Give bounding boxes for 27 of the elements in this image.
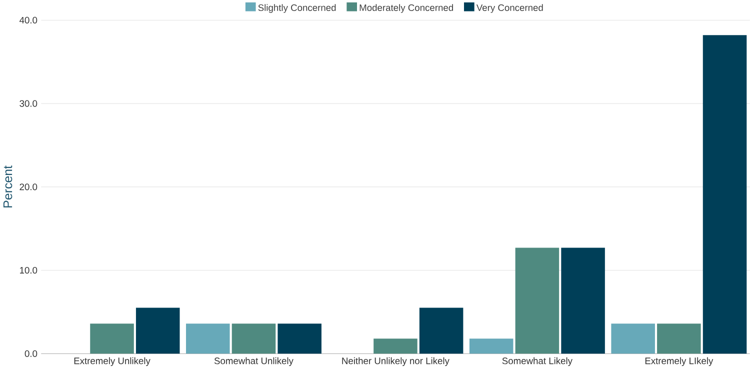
- bar: [469, 338, 514, 354]
- bar: [515, 248, 560, 354]
- y-tick-label: 20.0: [20, 183, 38, 190]
- bar: [561, 248, 605, 354]
- x-tick-label: Extremely LIkely: [645, 357, 714, 366]
- x-tick-label: Somewhat Likely: [502, 357, 572, 366]
- bar: [419, 308, 464, 354]
- legend-label: Slightly Concerned: [258, 4, 336, 13]
- x-tick-label: Somewhat Unlikely: [214, 357, 294, 366]
- y-tick-label: 40.0: [20, 16, 38, 24]
- bar: [657, 323, 701, 354]
- y-tick-label: 10.0: [20, 266, 38, 274]
- x-tick-label: Extremely Unlikely: [74, 357, 150, 366]
- bar: [90, 323, 134, 354]
- x-tick-label: Neither Unlikely nor Likely: [342, 357, 450, 366]
- legend-label: Moderately Concerned: [360, 4, 453, 13]
- bar: [611, 323, 655, 354]
- bar: [374, 338, 418, 354]
- legend-label: Very Concerned: [476, 4, 543, 13]
- bar: [278, 323, 322, 354]
- bar: [232, 323, 276, 354]
- bar: [186, 323, 230, 354]
- y-axis-title: Percent: [3, 165, 12, 208]
- y-tick-label: 30.0: [20, 100, 38, 107]
- y-tick-label: 0.0: [24, 350, 38, 357]
- bar: [136, 308, 180, 354]
- bar: [702, 34, 747, 354]
